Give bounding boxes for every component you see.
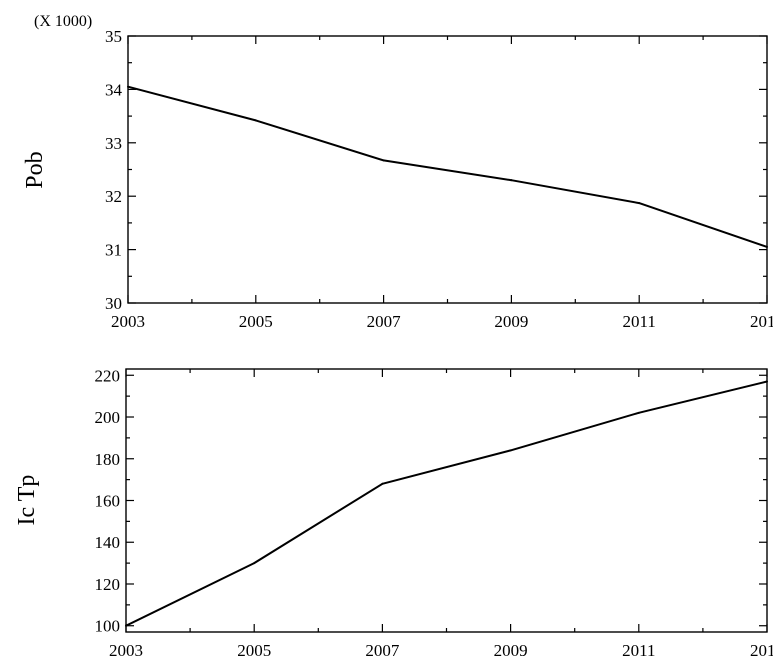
data-point xyxy=(766,245,768,248)
data-point xyxy=(509,449,512,452)
data-point xyxy=(510,179,513,182)
y-tick-label: 140 xyxy=(95,533,121,552)
data-point xyxy=(254,119,257,122)
data-point xyxy=(382,159,385,162)
x-tick-label: 2007 xyxy=(365,641,400,660)
y-tick-label: 160 xyxy=(95,492,121,511)
y-tick-label: 32 xyxy=(105,187,122,206)
x-tick-label: 2011 xyxy=(623,312,656,331)
series-line-pob xyxy=(127,85,768,248)
y-axis-label-ic-tp: Ic Tp xyxy=(14,475,40,526)
series-line-ic-tp xyxy=(125,380,768,627)
y-tick-label: 100 xyxy=(95,617,121,636)
y-tick-label: 33 xyxy=(105,134,122,153)
data-point xyxy=(381,482,384,485)
y-axis-label-pob: Pob xyxy=(22,151,48,188)
x-tick-label: 2007 xyxy=(367,312,402,331)
x-tick-label: 2003 xyxy=(111,312,145,331)
data-point xyxy=(766,380,768,383)
y-tick-label: 220 xyxy=(95,366,121,385)
data-point xyxy=(253,562,256,565)
x-tick-label: 2009 xyxy=(494,312,528,331)
y-tick-label: 35 xyxy=(105,27,122,46)
x-tick-label: 2011 xyxy=(622,641,655,660)
y-tick-label: 34 xyxy=(105,80,123,99)
data-point xyxy=(127,85,129,88)
plot-frame xyxy=(125,368,768,633)
x-tick-label: 2005 xyxy=(239,312,273,331)
y-tick-label: 31 xyxy=(105,241,122,260)
y-tick-label: 30 xyxy=(105,294,122,313)
x-tick-label: 2003 xyxy=(109,641,143,660)
y-multiplier-label: (X 1000) xyxy=(34,13,92,30)
y-tick-label: 180 xyxy=(95,450,121,469)
y-tick-label: 120 xyxy=(95,575,121,594)
x-tick-label: 2009 xyxy=(494,641,528,660)
data-point xyxy=(638,202,641,205)
y-tick-label: 200 xyxy=(95,408,121,427)
data-point xyxy=(637,411,640,414)
x-tick-label: 2005 xyxy=(237,641,271,660)
data-point xyxy=(125,624,127,627)
